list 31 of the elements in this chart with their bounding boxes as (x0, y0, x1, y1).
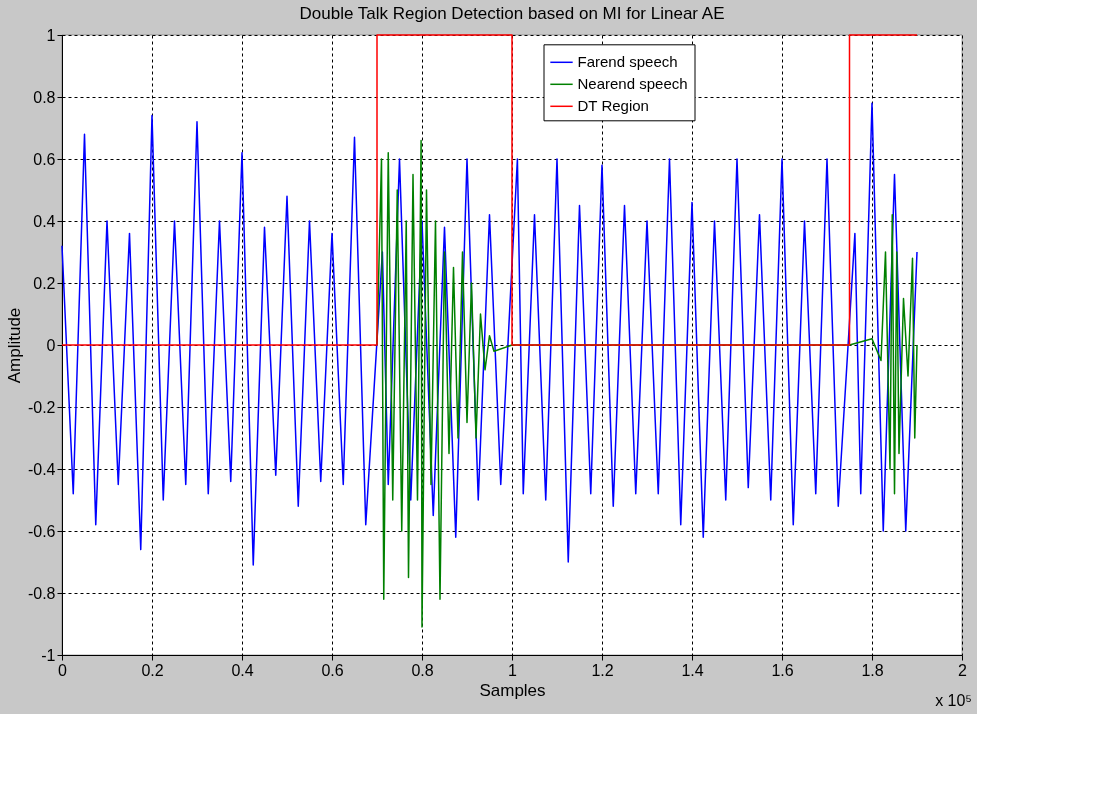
x-tick-label: 1.6 (771, 661, 794, 679)
y-tick-label: 0.2 (33, 274, 56, 292)
x-tick-label: 0 (58, 661, 68, 679)
x-tick-label: 0.4 (231, 661, 254, 679)
y-tick-label: -0.8 (27, 584, 56, 602)
y-tick-label: -0.2 (27, 398, 56, 416)
y-tick-label: 0.4 (33, 212, 56, 230)
x-tick-label: 0.6 (321, 661, 344, 679)
x-tick-label: 2 (958, 661, 968, 679)
legend-label: DT Region (577, 97, 649, 115)
y-tick-label: -0.4 (27, 460, 56, 478)
y-tick-label: 1 (46, 26, 56, 44)
line-series (376, 139, 918, 628)
x-tick-label: 1 (508, 661, 518, 679)
x-tick-label: 1.4 (681, 661, 704, 679)
chart-title: Double Talk Region Detection based on MI for Linear AE (299, 4, 725, 23)
x-tick-label: 0.8 (411, 661, 434, 679)
x-axis-title: Samples (479, 680, 546, 700)
line-series (61, 102, 918, 566)
y-tick-label: -1 (41, 646, 56, 664)
y-tick-label: 0.8 (33, 88, 56, 106)
y-tick-label: 0 (46, 336, 56, 354)
text: x 10⁵ (935, 692, 972, 709)
x-tick-label: 1.8 (861, 661, 884, 679)
y-axis-title: Amplitude (4, 307, 24, 384)
y-tick-label: 0.6 (33, 150, 56, 168)
y-tick-label: -0.6 (27, 522, 56, 540)
legend-label: Nearend speech (577, 75, 688, 93)
x-tick-label: 1.2 (591, 661, 614, 679)
x-tick-label: 0.2 (141, 661, 164, 679)
legend-label: Farend speech (577, 53, 678, 71)
